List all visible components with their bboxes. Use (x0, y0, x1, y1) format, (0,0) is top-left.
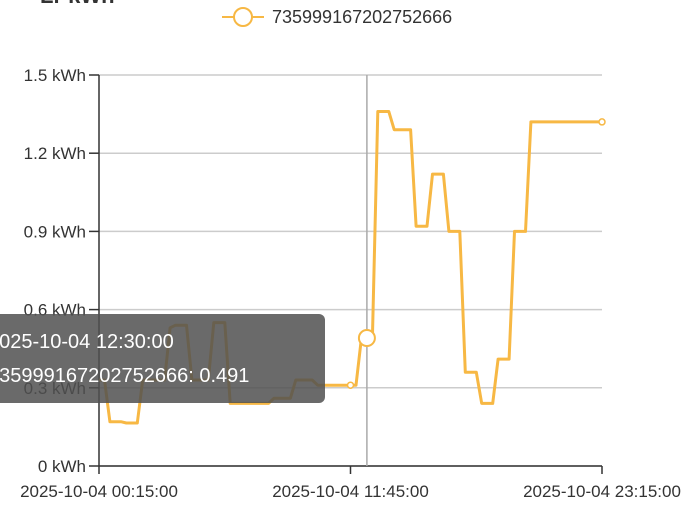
y-tick-label: 0.9 kWh (24, 222, 86, 241)
data-point-marker (346, 381, 355, 389)
y-tick-label: 0 kWh (38, 457, 86, 476)
tooltip-time: 2025-10-04 12:30:00 (0, 331, 174, 353)
data-point-marker (598, 118, 606, 126)
y-tick-label: 1.5 kWh (24, 66, 86, 85)
grid-lines (99, 74, 602, 467)
x-tick-label: 2025-10-04 11:45:00 (272, 482, 429, 501)
series-markers (346, 118, 606, 389)
tooltip-value: 735999167202752666: 0.491 (0, 365, 250, 387)
x-axis: 2025-10-04 00:15:00 2025-10-04 11:45:00 20… (20, 75, 681, 501)
legend[interactable]: 735999167202752666 (222, 7, 452, 27)
y-tick-label: 1.2 kWh (24, 144, 86, 163)
hover-point-marker (357, 329, 376, 348)
legend-marker (233, 7, 253, 27)
legend-label: 735999167202752666 (272, 7, 452, 27)
x-tick-label: 2025-10-04 00:15:00 (20, 482, 178, 501)
tooltip: 2025-10-04 12:30:00 735999167202752666: … (0, 314, 325, 403)
x-tick-label: 2025-10-04 23:15:00 (523, 482, 681, 501)
chart-title: Lr kWh (40, 0, 115, 8)
